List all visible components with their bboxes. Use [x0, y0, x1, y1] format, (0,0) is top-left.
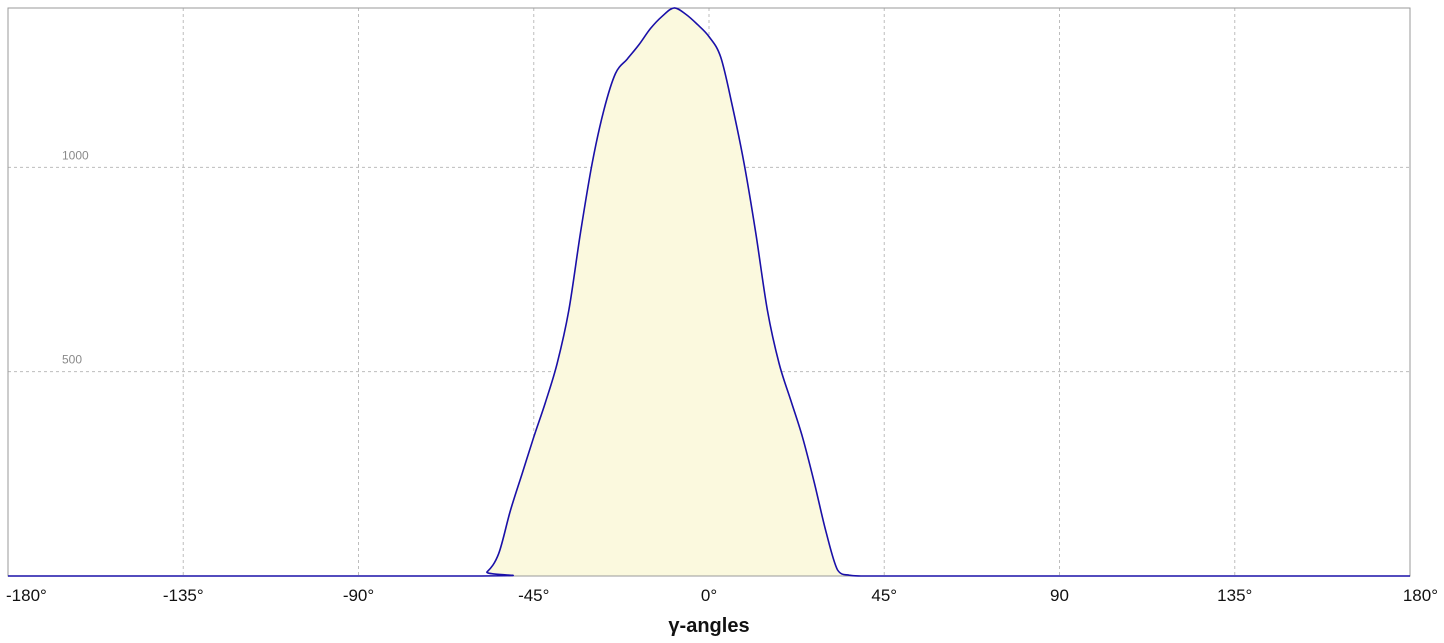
x-tick-label: 45° — [871, 586, 897, 605]
x-tick-label: 180° — [1403, 586, 1438, 605]
x-tick-label: -180° — [6, 586, 47, 605]
x-tick-label: 90 — [1050, 586, 1069, 605]
x-tick-label: 135° — [1217, 586, 1252, 605]
x-tick-label: -45° — [518, 586, 549, 605]
x-tick-label: 0° — [701, 586, 717, 605]
x-tick-labels: -180° -135° -90° -45° 0° 45° 90 135° 180° — [6, 586, 1438, 605]
plot-frame — [7, 7, 1411, 577]
x-tick-label: -90° — [343, 586, 374, 605]
x-axis-title: γ-angles — [668, 615, 749, 637]
area-fill — [8, 7, 1410, 577]
y-tick-label: 500 — [62, 353, 82, 367]
series-line — [8, 7, 1410, 577]
y-tick-labels: 500 1000 — [62, 148, 89, 366]
y-tick-label: 1000 — [62, 148, 89, 162]
x-tick-label: -135° — [163, 586, 204, 605]
